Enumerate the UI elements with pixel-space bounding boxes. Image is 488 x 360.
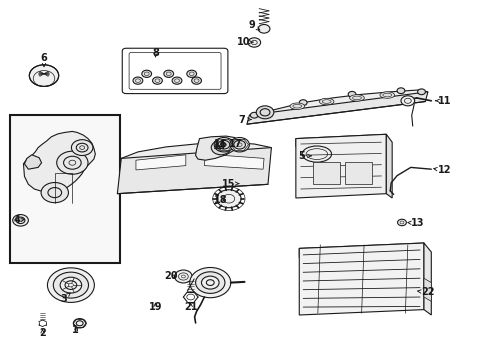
Circle shape (211, 140, 230, 155)
Ellipse shape (379, 92, 394, 98)
Text: 14: 14 (213, 141, 226, 151)
Text: 17: 17 (228, 139, 242, 149)
Text: 11: 11 (434, 96, 451, 106)
Text: 12: 12 (433, 165, 451, 175)
Circle shape (13, 215, 28, 226)
Polygon shape (246, 92, 427, 124)
Polygon shape (120, 142, 271, 166)
Circle shape (216, 190, 241, 208)
Text: 22: 22 (417, 287, 434, 297)
Polygon shape (386, 134, 391, 198)
Circle shape (57, 151, 88, 174)
Circle shape (299, 100, 306, 105)
Bar (344, 162, 371, 184)
Text: 16: 16 (214, 139, 227, 149)
Polygon shape (423, 278, 430, 301)
FancyBboxPatch shape (122, 48, 227, 94)
Circle shape (71, 140, 93, 156)
Text: 5: 5 (298, 151, 310, 161)
Circle shape (195, 272, 224, 293)
Text: 7: 7 (238, 114, 250, 125)
Circle shape (133, 77, 142, 84)
Text: 19: 19 (148, 302, 162, 312)
Text: 6: 6 (41, 53, 47, 67)
Bar (10, 115, 120, 263)
Circle shape (233, 140, 245, 149)
Polygon shape (295, 134, 386, 198)
Polygon shape (136, 155, 185, 170)
Circle shape (396, 88, 404, 94)
Circle shape (218, 140, 229, 149)
Text: 1: 1 (72, 325, 79, 336)
Text: 20: 20 (164, 271, 178, 282)
Circle shape (191, 77, 201, 84)
Circle shape (60, 277, 81, 293)
Circle shape (174, 270, 192, 283)
Circle shape (397, 219, 406, 226)
Circle shape (152, 77, 162, 84)
Circle shape (250, 112, 258, 118)
Ellipse shape (319, 98, 333, 105)
Circle shape (172, 77, 182, 84)
Text: 13: 13 (407, 218, 424, 228)
Polygon shape (249, 90, 427, 116)
Circle shape (53, 272, 88, 298)
Text: 18: 18 (214, 195, 227, 205)
Polygon shape (295, 134, 386, 147)
Polygon shape (299, 243, 423, 257)
Circle shape (258, 24, 269, 33)
Circle shape (189, 267, 230, 298)
Text: 3: 3 (60, 293, 70, 304)
Ellipse shape (289, 103, 304, 109)
Polygon shape (195, 136, 239, 160)
Polygon shape (24, 155, 41, 169)
Ellipse shape (349, 95, 364, 101)
Text: 21: 21 (183, 302, 197, 312)
Circle shape (256, 106, 273, 119)
Polygon shape (299, 243, 423, 315)
Polygon shape (204, 154, 264, 169)
Circle shape (229, 138, 249, 152)
Text: 10: 10 (236, 37, 253, 47)
Bar (312, 162, 339, 184)
Text: 4: 4 (14, 215, 24, 225)
Circle shape (417, 89, 425, 95)
Polygon shape (117, 148, 271, 194)
Text: 8: 8 (152, 48, 159, 58)
Circle shape (214, 138, 233, 152)
Circle shape (41, 183, 68, 203)
Text: 2: 2 (39, 328, 46, 338)
Text: 9: 9 (248, 20, 259, 30)
Circle shape (142, 70, 151, 77)
Polygon shape (423, 243, 430, 315)
Circle shape (163, 70, 173, 77)
Circle shape (247, 38, 260, 47)
Circle shape (29, 65, 59, 86)
Text: 15: 15 (222, 179, 238, 189)
Circle shape (47, 268, 94, 302)
Circle shape (400, 96, 414, 106)
Circle shape (201, 276, 219, 289)
Polygon shape (23, 131, 95, 192)
Circle shape (73, 319, 86, 328)
Circle shape (186, 70, 196, 77)
Circle shape (347, 91, 355, 97)
